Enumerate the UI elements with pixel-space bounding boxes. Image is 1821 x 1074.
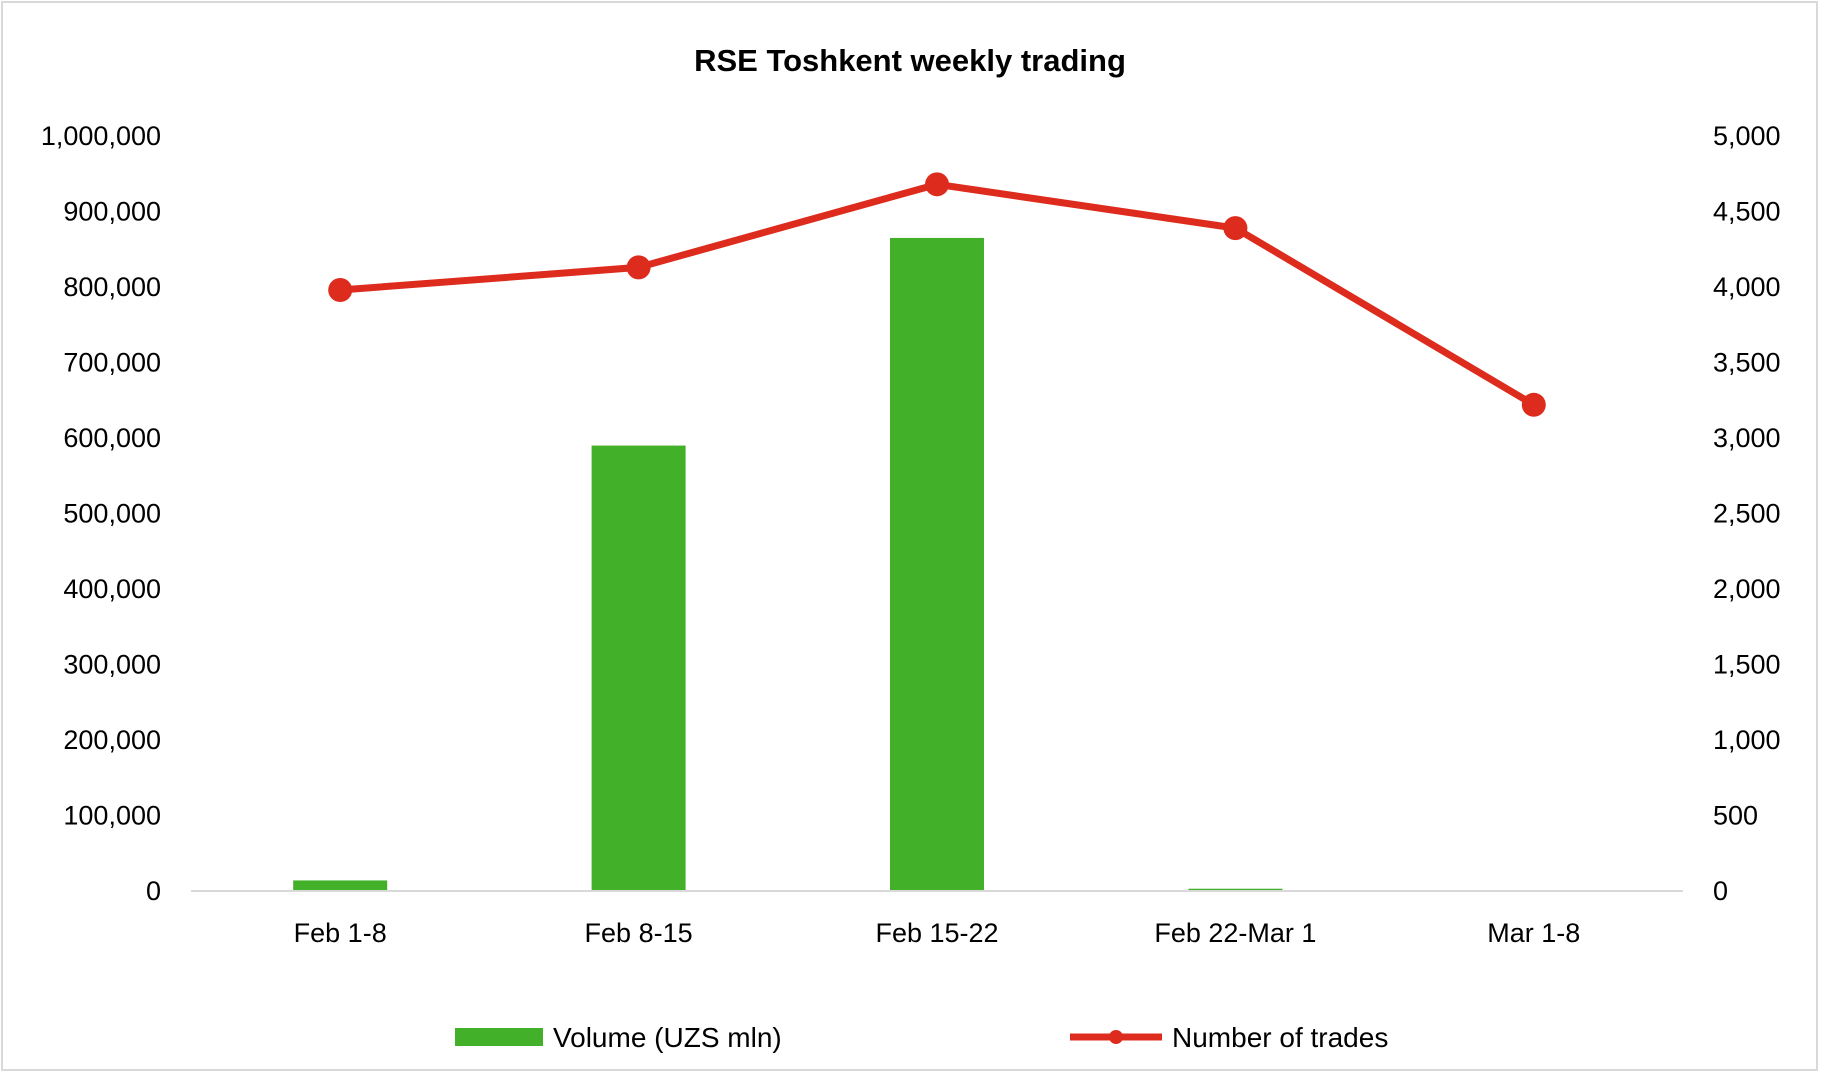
right-tick-label: 5,000 [1713, 121, 1781, 151]
legend-marker-trades [1109, 1030, 1123, 1044]
left-tick-label: 300,000 [63, 650, 161, 680]
trades-line [328, 172, 1546, 417]
trades-point [1223, 216, 1248, 241]
legend-label-trades: Number of trades [1172, 1022, 1388, 1053]
volume-bar [293, 880, 388, 891]
right-tick-label: 4,000 [1713, 272, 1781, 302]
legend-label-volume: Volume (UZS mln) [553, 1022, 782, 1053]
left-tick-label: 700,000 [63, 348, 161, 378]
left-tick-label: 900,000 [63, 197, 161, 227]
left-tick-label: 100,000 [63, 801, 161, 831]
left-tick-label: 500,000 [63, 499, 161, 529]
x-tick-label: Mar 1-8 [1487, 918, 1580, 948]
left-axis: 0 100,000 200,000 300,000 400,000 500,000 600,… [41, 121, 161, 906]
trades-point [328, 278, 353, 303]
right-axis: 0 500 1,000 1,500 2,000 2,500 3,000 3,500 4,000 4… [1713, 121, 1781, 906]
trades-point [1521, 392, 1546, 417]
left-tick-label: 400,000 [63, 574, 161, 604]
right-tick-label: 3,500 [1713, 348, 1781, 378]
left-tick-label: 1,000,000 [41, 121, 161, 151]
x-tick-label: Feb 22-Mar 1 [1154, 918, 1316, 948]
x-axis: Feb 1-8 Feb 8-15 Feb 15-22 Feb 22-Mar 1 Mar … [294, 918, 1581, 948]
legend-swatch-volume [455, 1028, 543, 1046]
volume-bars [293, 237, 1283, 892]
right-tick-label: 1,000 [1713, 725, 1781, 755]
trades-point [925, 172, 949, 197]
volume-bar [591, 445, 686, 891]
right-tick-label: 0 [1713, 876, 1728, 906]
left-tick-label: 0 [146, 876, 161, 906]
right-tick-label: 4,500 [1713, 197, 1781, 227]
left-tick-label: 600,000 [63, 423, 161, 453]
x-tick-label: Feb 8-15 [585, 918, 693, 948]
volume-bar [890, 237, 984, 892]
right-tick-label: 1,500 [1713, 650, 1781, 680]
right-tick-label: 500 [1713, 801, 1758, 831]
x-tick-label: Feb 1-8 [294, 918, 387, 948]
volume-bar [1188, 888, 1283, 891]
x-tick-label: Feb 15-22 [875, 918, 998, 948]
trades-point [626, 255, 651, 280]
right-tick-label: 2,500 [1713, 499, 1781, 529]
chart-title: RSE Toshkent weekly trading [694, 43, 1126, 78]
right-tick-label: 2,000 [1713, 574, 1781, 604]
legend: Volume (UZS mln) Number of trades [455, 1022, 1388, 1053]
left-tick-label: 200,000 [63, 725, 161, 755]
right-tick-label: 3,000 [1713, 423, 1781, 453]
left-tick-label: 800,000 [63, 272, 161, 302]
